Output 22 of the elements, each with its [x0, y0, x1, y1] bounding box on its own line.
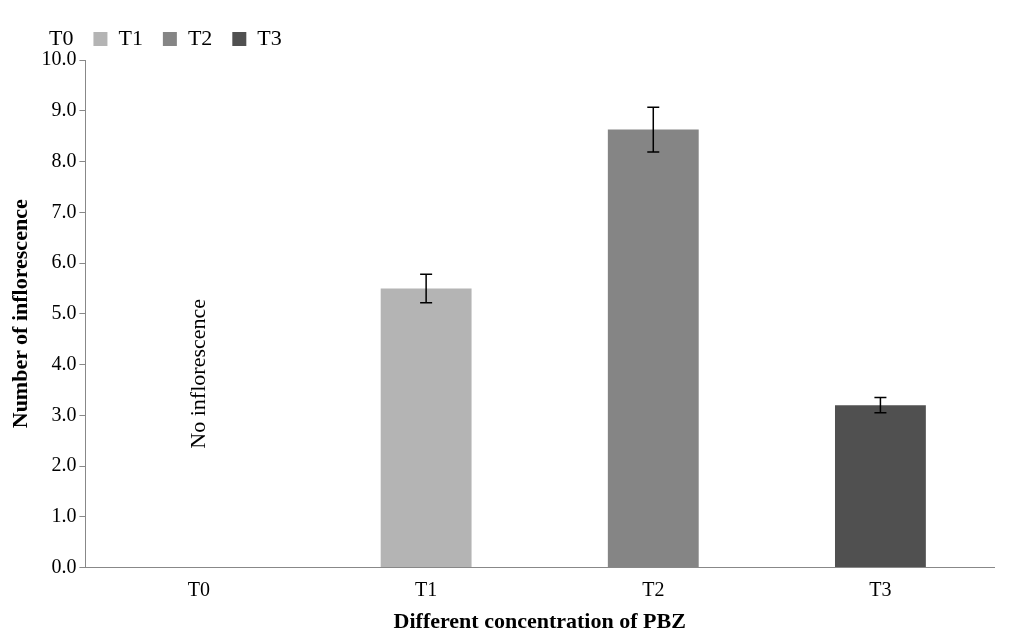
y-tick-label: 4.0 — [51, 351, 77, 374]
x-tick-label: T0 — [187, 577, 211, 600]
x-tick-label: T1 — [415, 577, 438, 600]
y-tick-label: 10.0 — [41, 47, 77, 70]
y-tick-label: 7.0 — [51, 199, 77, 222]
legend-label: T2 — [187, 24, 213, 50]
annotation: No inflorescence — [184, 298, 210, 449]
x-axis-title: Different concentration of PBZ — [393, 608, 686, 634]
x-tick-label: T2 — [642, 577, 665, 600]
y-tick-label: 6.0 — [51, 250, 77, 273]
y-tick-label: 0.0 — [51, 554, 77, 577]
y-tick-label: 9.0 — [51, 98, 77, 121]
y-tick-label: 5.0 — [51, 301, 77, 324]
y-tick-label: 3.0 — [51, 402, 77, 425]
y-tick-label: 1.0 — [51, 504, 77, 527]
y-tick-label: 8.0 — [51, 148, 77, 171]
text: T0 — [49, 24, 74, 50]
legend-label: T1 — [118, 24, 143, 50]
y-tick-label: 2.0 — [51, 453, 77, 476]
x-tick-label: T3 — [869, 577, 892, 600]
legend-label: T3 — [257, 24, 282, 50]
y-axis-title: Number of inflorescence — [6, 199, 32, 429]
